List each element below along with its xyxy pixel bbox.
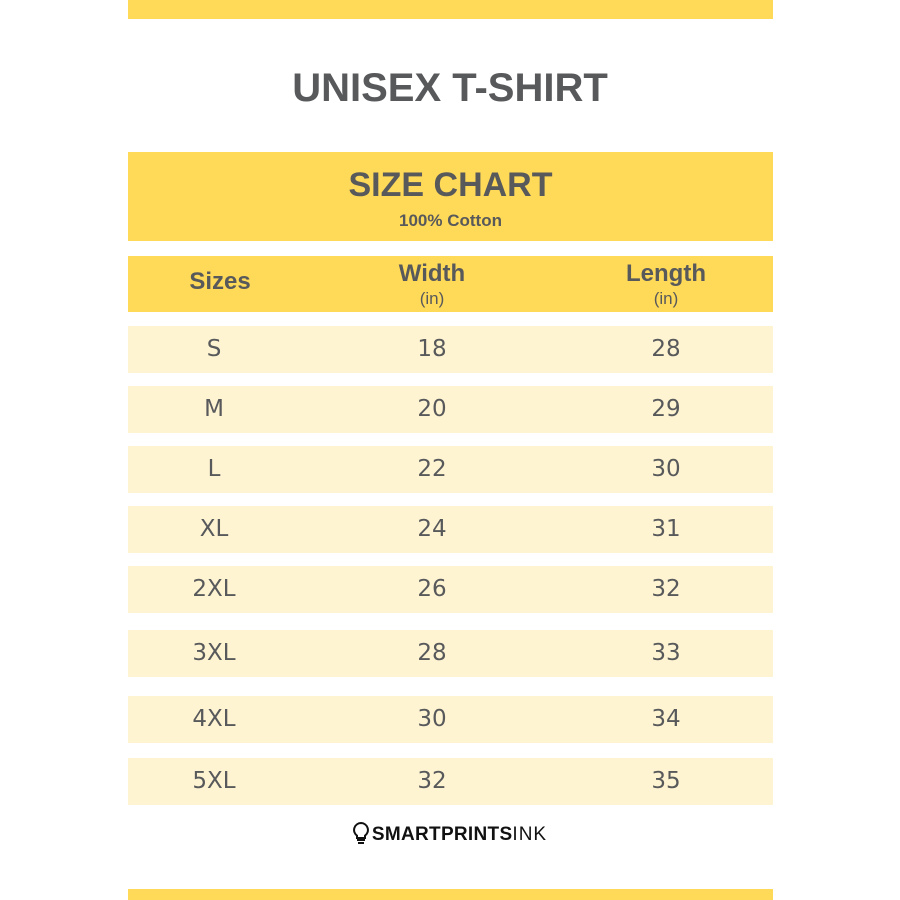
- column-header-length: Length (in): [566, 260, 766, 309]
- cell-size: XL: [199, 516, 229, 542]
- column-label: Width: [398, 260, 466, 287]
- cell-width: 18: [417, 336, 447, 362]
- column-unit: (in): [653, 289, 679, 308]
- table-row: XL 24 31: [128, 506, 773, 553]
- cell-size: 5XL: [192, 768, 236, 794]
- table-row: 5XL 32 35: [128, 758, 773, 805]
- table-row: 2XL 26 32: [128, 566, 773, 613]
- cell-length: 29: [651, 396, 681, 422]
- table-row: L 22 30: [128, 446, 773, 493]
- logo-light-text: INK: [512, 824, 548, 845]
- cell-size: 4XL: [192, 706, 236, 732]
- brand-logo: SMARTPRINTSINK: [0, 821, 900, 846]
- column-header-sizes: Sizes: [120, 268, 320, 296]
- column-header-width: Width (in): [332, 260, 532, 309]
- cell-width: 32: [417, 768, 447, 794]
- cell-length: 30: [651, 456, 681, 482]
- column-label: Length: [626, 260, 706, 287]
- column-label: Sizes: [189, 268, 251, 295]
- logo-bold-text: SMARTPRINTS: [371, 824, 513, 845]
- top-accent-bar: [128, 0, 773, 19]
- cell-size: 2XL: [192, 576, 236, 602]
- size-chart-header: SIZE CHART 100% Cotton: [128, 152, 773, 241]
- cell-size: L: [207, 456, 221, 482]
- cell-size: 3XL: [192, 640, 236, 666]
- cell-length: 28: [651, 336, 681, 362]
- material-subtitle: 100% Cotton: [399, 211, 502, 230]
- cell-width: 22: [417, 456, 447, 482]
- cell-length: 32: [651, 576, 681, 602]
- table-row: 4XL 30 34: [128, 696, 773, 743]
- cell-width: 20: [417, 396, 447, 422]
- table-row: S 18 28: [128, 326, 773, 373]
- page-title: UNISEX T-SHIRT: [292, 66, 608, 110]
- cell-length: 35: [651, 768, 681, 794]
- cell-width: 30: [417, 706, 447, 732]
- size-chart-title: SIZE CHART: [348, 166, 553, 204]
- column-header-row: Sizes Width (in) Length (in): [128, 256, 773, 312]
- cell-length: 31: [651, 516, 681, 542]
- cell-length: 33: [651, 640, 681, 666]
- cell-width: 24: [417, 516, 447, 542]
- bottom-accent-bar: [128, 889, 773, 900]
- cell-width: 26: [417, 576, 447, 602]
- lightbulb-icon: [352, 821, 369, 844]
- table-row: 3XL 28 33: [128, 630, 773, 677]
- cell-size: M: [204, 396, 224, 422]
- cell-length: 34: [651, 706, 681, 732]
- cell-size: S: [206, 336, 222, 362]
- table-row: M 20 29: [128, 386, 773, 433]
- cell-width: 28: [417, 640, 447, 666]
- column-unit: (in): [419, 289, 445, 308]
